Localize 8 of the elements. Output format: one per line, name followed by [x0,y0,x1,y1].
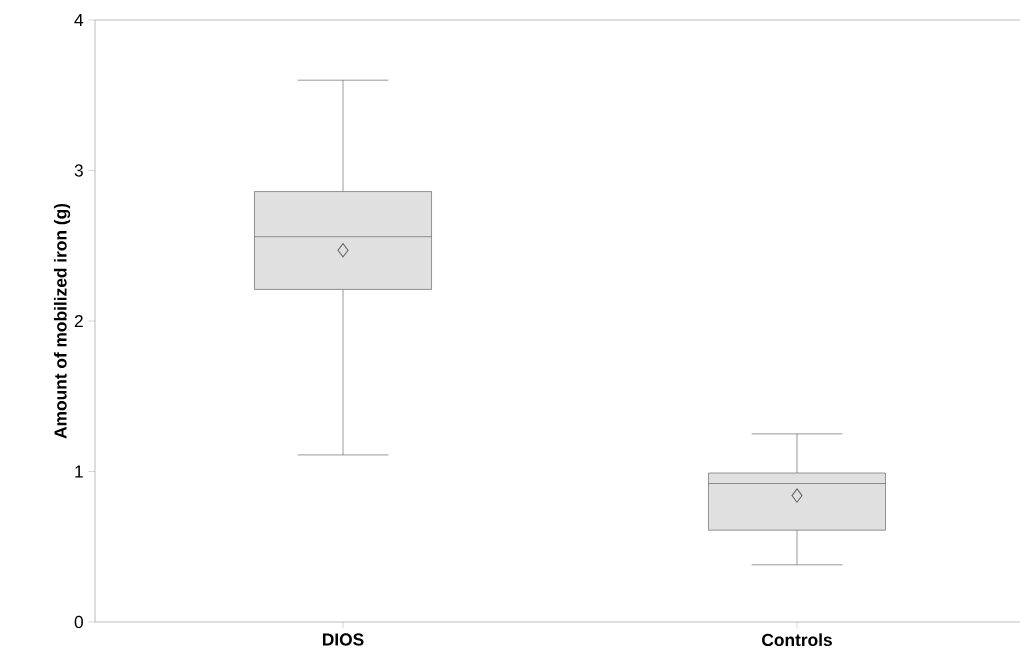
y-tick-label: 2 [74,314,83,328]
y-tick-label: 1 [75,465,83,478]
x-tick-label: Controls [762,633,832,647]
y-tick-label: 0 [74,615,83,629]
y-tick-label: 4 [74,14,84,26]
y-axis-title: Amount of mobilized iron (g) [53,203,71,439]
y-tick-label: 3 [74,164,83,177]
x-tick-label: DIOS [322,633,364,646]
